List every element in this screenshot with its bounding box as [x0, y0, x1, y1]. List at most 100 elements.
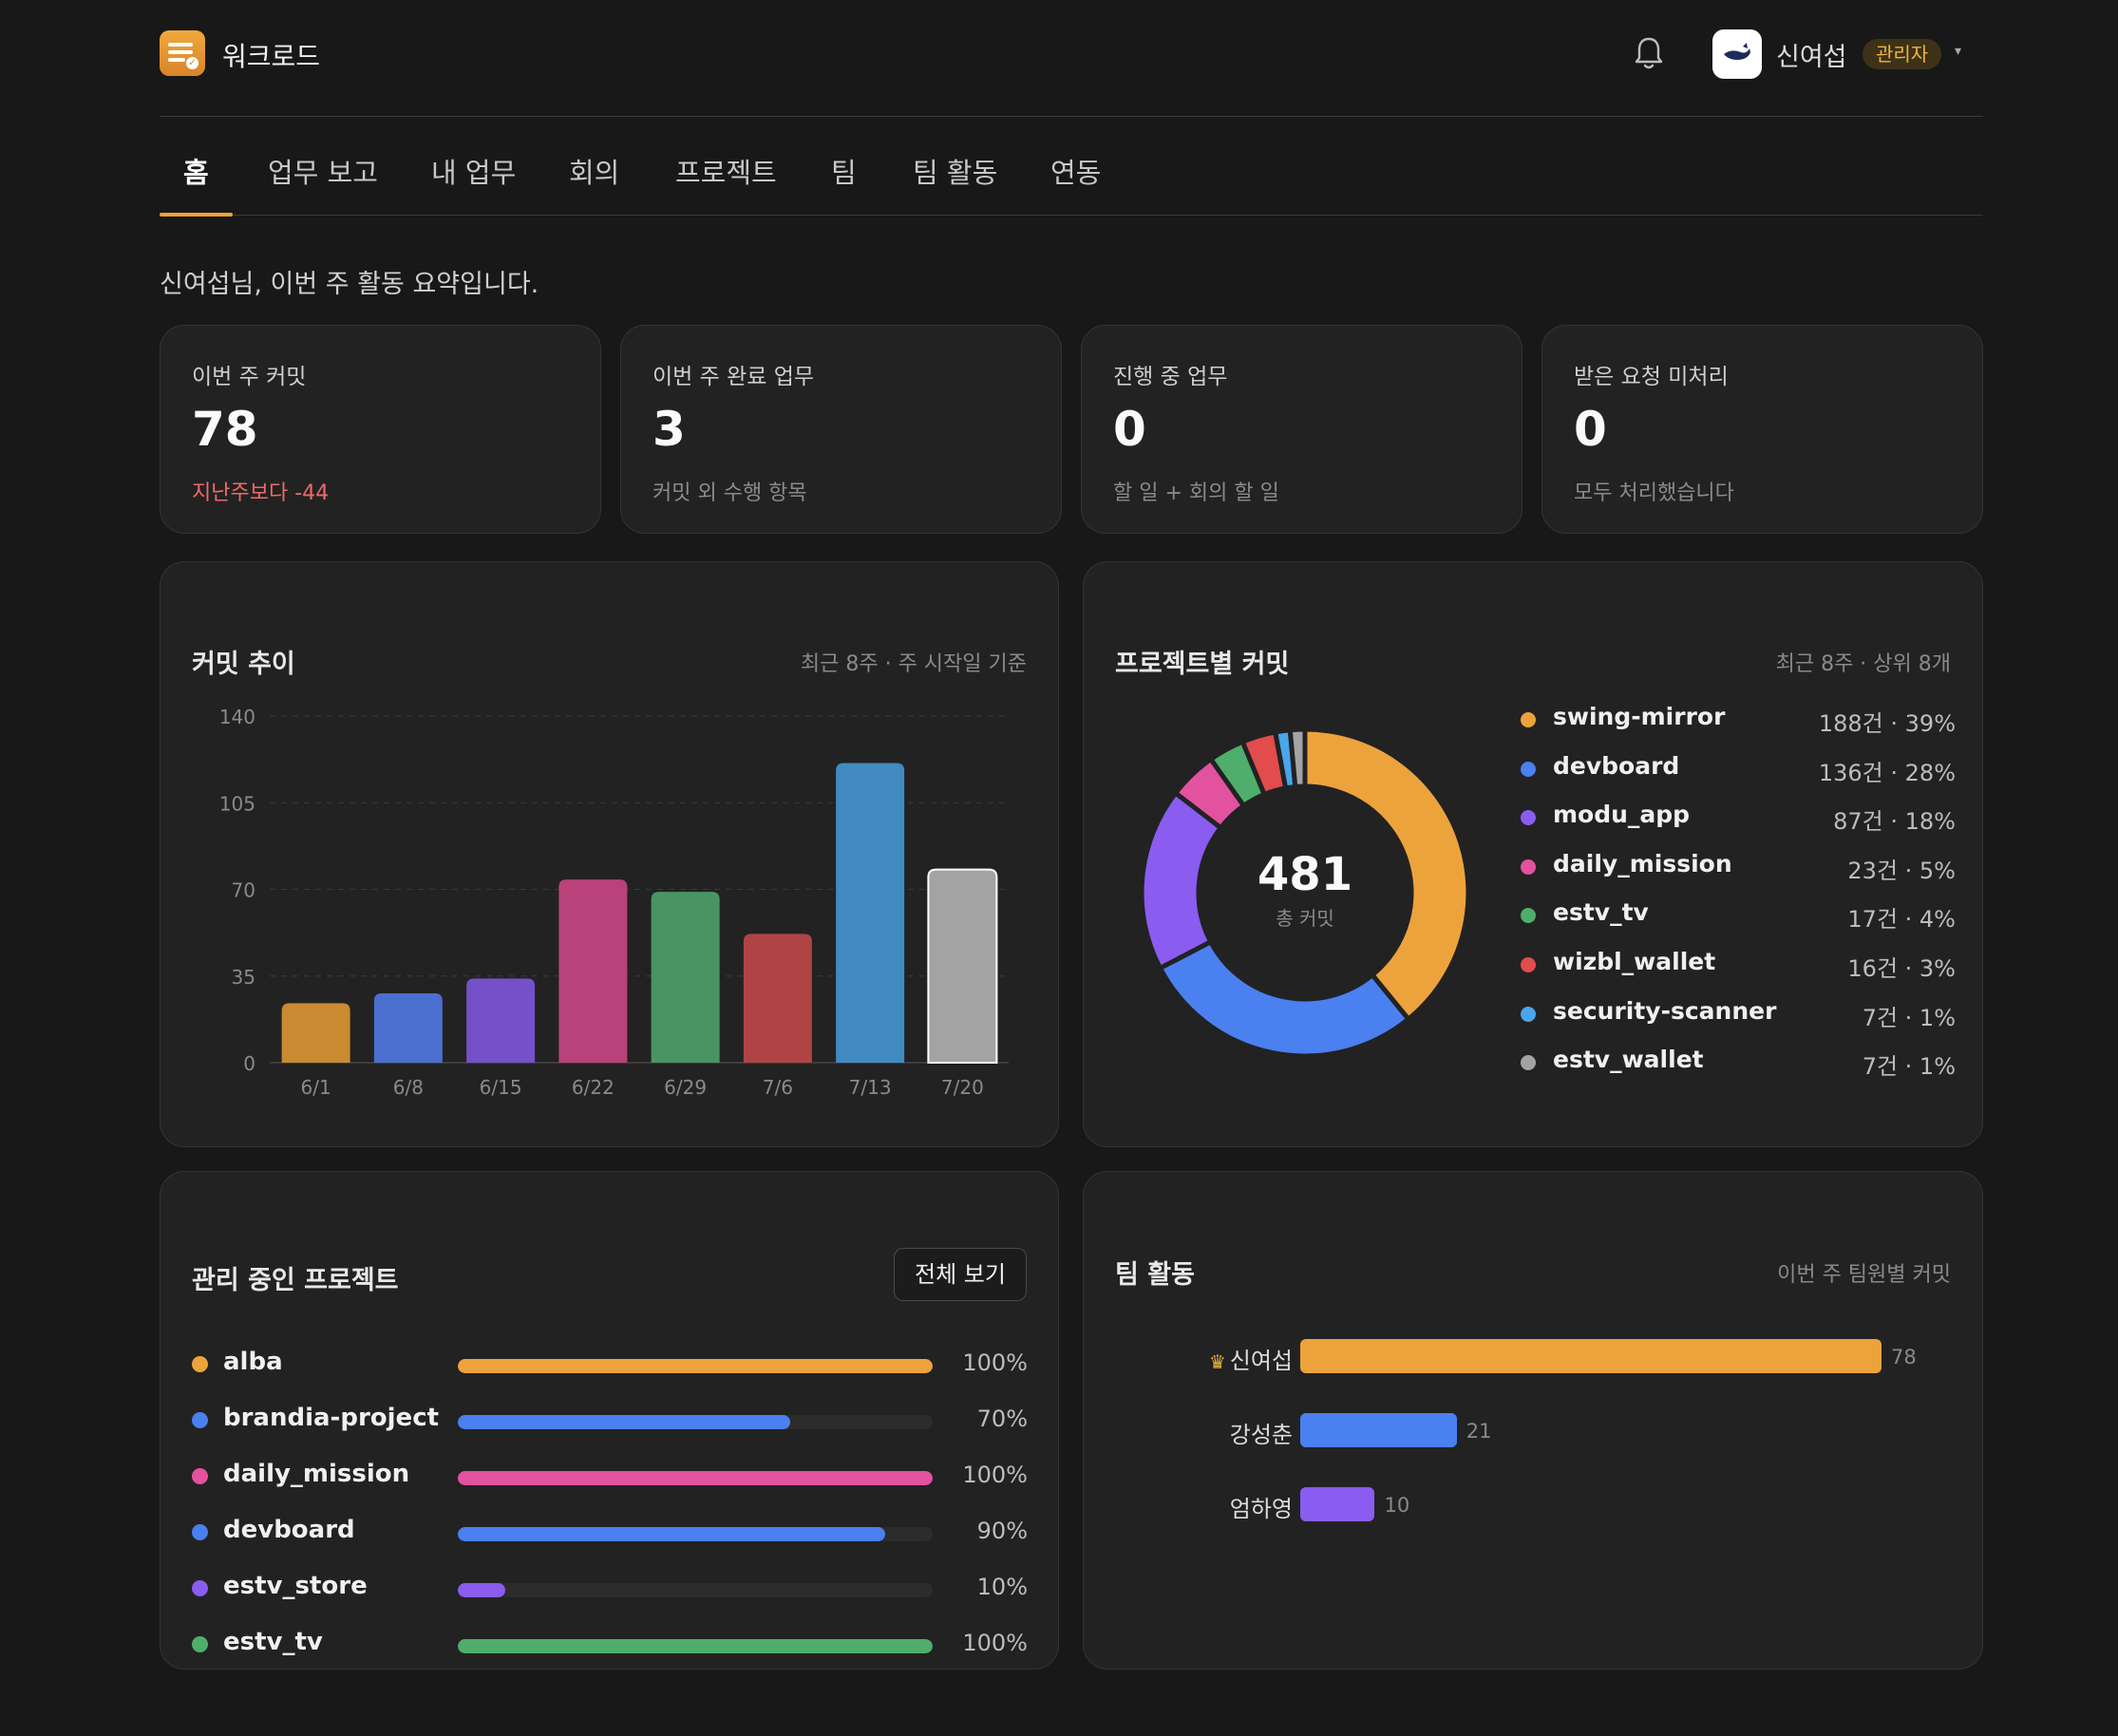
legend-item[interactable]: daily_mission 23건 · 5% [1521, 846, 1956, 884]
project-row[interactable]: devboard 90% [192, 1512, 1028, 1550]
chevron-down-icon[interactable]: ▾ [1955, 44, 1962, 59]
legend-item[interactable]: estv_wallet 7건 · 1% [1521, 1042, 1956, 1080]
x-tick-label: 6/15 [480, 1076, 522, 1099]
bar-6/29[interactable] [651, 892, 720, 1063]
legend-item[interactable]: modu_app 87건 · 18% [1521, 797, 1956, 835]
slice-devboard[interactable] [1157, 938, 1412, 1059]
panel-title: 팀 활동 [1115, 1260, 1195, 1290]
stat-card-weekly-commits[interactable]: 이번 주 커밋 78 지난주보다 -44 [160, 325, 601, 534]
app-root: ✓ 워크로드 신여섭 관리자 ▾ 홈 업무 보고 내 업무 회의 프로젝트 팀 … [160, 0, 1983, 1670]
member-name-text: 엄하영 [1229, 1496, 1293, 1522]
legend-dot [1521, 908, 1536, 924]
avatar[interactable] [1712, 29, 1762, 79]
team-activity-panel: 팀 활동 이번 주 팀원별 커밋 ♛ 신여섭 78 강성춘 21 엄하영 10 [1083, 1171, 1983, 1670]
bar-7/6[interactable] [743, 934, 812, 1063]
crown-icon: ♛ [1208, 1350, 1226, 1373]
project-name[interactable]: brandia-project [223, 1404, 440, 1432]
project-dot [192, 1412, 208, 1428]
team-commit-bar[interactable] [1300, 1339, 1882, 1373]
team-commit-bar[interactable] [1300, 1487, 1375, 1521]
team-member-row[interactable]: ♛ 신여섭 78 [1084, 1337, 1986, 1375]
bar-6/22[interactable] [558, 879, 628, 1063]
project-name[interactable]: alba [223, 1348, 283, 1376]
progress-percent: 70% [976, 1406, 1028, 1432]
tab-meetings[interactable]: 회의 [569, 157, 620, 189]
legend-item[interactable]: swing-mirror 188건 · 39% [1521, 699, 1956, 737]
stat-sub: 지난주보다 -44 [192, 481, 330, 505]
member-name-text: 신여섭 [1229, 1348, 1293, 1374]
x-tick-label: 7/13 [849, 1076, 892, 1099]
progress-fill [458, 1359, 933, 1373]
legend-item[interactable]: wizbl_wallet 16건 · 3% [1521, 944, 1956, 982]
bar-7/13[interactable] [836, 763, 905, 1063]
legend-name: swing-mirror [1553, 703, 1726, 730]
legend-value: 17건 · 4% [1847, 906, 1956, 934]
project-row[interactable]: alba 100% [192, 1344, 1028, 1382]
x-tick-label: 7/20 [941, 1076, 984, 1099]
commit-trend-panel: 커밋 추이 최근 8주 · 주 시작일 기준 0 35 70 105 140 6/1 6/8… [160, 561, 1059, 1147]
legend-name: security-scanner [1553, 996, 1777, 1025]
whale-icon [1724, 43, 1750, 60]
bar-6/15[interactable] [466, 978, 536, 1063]
slice-swing-mirror[interactable] [1302, 726, 1471, 1023]
donut-total: 481 [1258, 848, 1352, 901]
project-row[interactable]: estv_store 10% [192, 1568, 1028, 1606]
legend-item[interactable]: estv_tv 17건 · 4% [1521, 895, 1956, 933]
stat-value: 3 [652, 402, 686, 457]
app-logo-icon[interactable]: ✓ [160, 30, 205, 76]
legend-value: 16건 · 3% [1847, 955, 1956, 982]
legend-item[interactable]: devboard 136건 · 28% [1521, 748, 1956, 786]
project-name[interactable]: estv_store [223, 1572, 368, 1600]
team-member-name: ♛ 신여섭 [1209, 1342, 1293, 1375]
bar-6/8[interactable] [373, 993, 443, 1063]
team-member-row[interactable]: 엄하영 10 [1084, 1485, 1986, 1523]
project-donut-chart: 481 총 커밋 [1139, 726, 1471, 1059]
progress-fill [458, 1415, 790, 1429]
x-tick-label: 6/8 [393, 1076, 424, 1099]
tab-team-activity[interactable]: 팀 활동 [913, 157, 998, 189]
tab-team[interactable]: 팀 [831, 157, 857, 189]
tab-my-tasks[interactable]: 내 업무 [431, 157, 517, 189]
team-member-row[interactable]: 강성춘 21 [1084, 1411, 1986, 1449]
tab-work-report[interactable]: 업무 보고 [268, 157, 378, 189]
legend-value: 188건 · 39% [1818, 710, 1956, 737]
bell-icon[interactable] [1632, 34, 1666, 72]
project-commits-panel: 프로젝트별 커밋 최근 8주 · 상위 8개 481 총 커밋 swing-mi… [1083, 561, 1983, 1147]
progress-percent: 90% [976, 1518, 1028, 1544]
legend-dot [1521, 712, 1536, 727]
user-name[interactable]: 신여섭 [1776, 43, 1847, 72]
x-tick-label: 6/1 [301, 1076, 331, 1099]
project-row[interactable]: daily_mission 100% [192, 1456, 1028, 1494]
project-row[interactable]: estv_tv 100% [192, 1624, 1028, 1662]
slice-estv_wallet[interactable] [1287, 726, 1308, 790]
project-dot [192, 1580, 208, 1596]
top-header: ✓ 워크로드 신여섭 관리자 ▾ [160, 0, 1983, 117]
stat-label: 진행 중 업무 [1113, 365, 1228, 389]
stat-sub: 모두 처리했습니다 [1574, 481, 1734, 505]
tab-integrations[interactable]: 연동 [1050, 157, 1102, 189]
stat-label: 이번 주 완료 업무 [652, 365, 815, 389]
tab-projects[interactable]: 프로젝트 [675, 157, 777, 189]
project-name[interactable]: devboard [223, 1516, 355, 1544]
app-title[interactable]: 워크로드 [222, 41, 321, 72]
y-tick-label: 70 [232, 879, 255, 902]
bar-6/1[interactable] [281, 1003, 350, 1063]
tab-home[interactable]: 홈 [160, 151, 233, 217]
legend-item[interactable]: security-scanner 7건 · 1% [1521, 993, 1956, 1031]
view-all-button[interactable]: 전체 보기 [894, 1248, 1027, 1301]
progress-fill [458, 1527, 885, 1541]
legend-dot [1521, 761, 1536, 777]
panel-subtitle: 이번 주 팀원별 커밋 [1777, 1263, 1951, 1287]
project-name[interactable]: daily_mission [223, 1460, 410, 1488]
team-commit-bar[interactable] [1300, 1413, 1457, 1447]
stat-card-pending-requests[interactable]: 받은 요청 미처리 0 모두 처리했습니다 [1541, 325, 1983, 534]
project-name[interactable]: estv_tv [223, 1628, 323, 1656]
project-row[interactable]: brandia-project 70% [192, 1400, 1028, 1438]
y-tick-label: 105 [219, 792, 255, 815]
stat-card-in-progress[interactable]: 진행 중 업무 0 할 일 + 회의 할 일 [1081, 325, 1522, 534]
bar-7/20[interactable] [927, 868, 998, 1064]
stat-card-completed-tasks[interactable]: 이번 주 완료 업무 3 커밋 외 수행 항목 [620, 325, 1062, 534]
panel-title: 프로젝트별 커밋 [1115, 650, 1290, 679]
stat-value: 0 [1113, 402, 1146, 457]
x-tick-label: 6/22 [572, 1076, 615, 1099]
